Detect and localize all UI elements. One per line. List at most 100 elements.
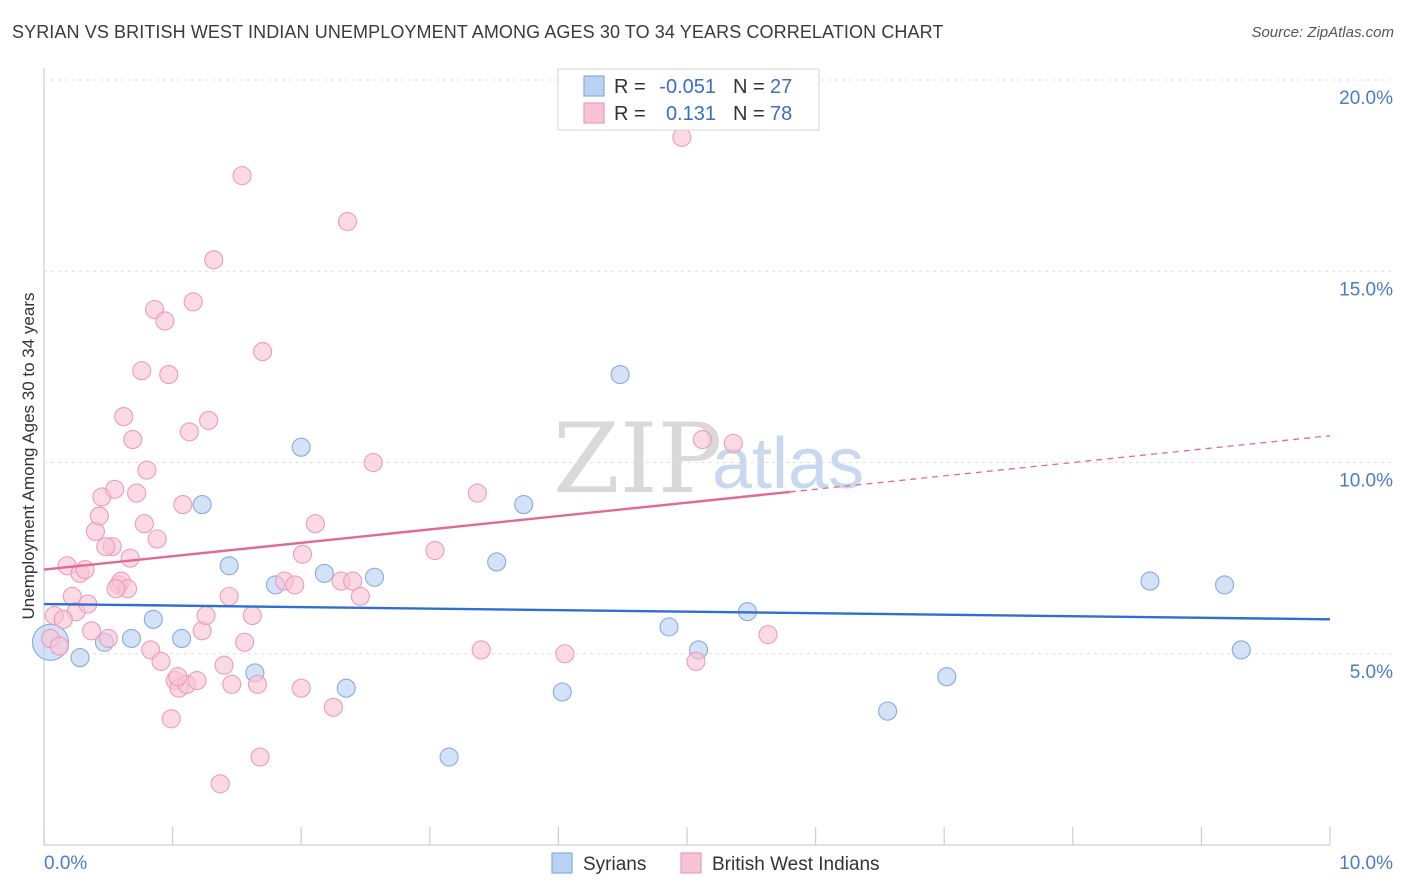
syrians-point-10 [291,437,311,457]
british-west-indians-point-68 [686,651,706,671]
british-west-indians-point-49 [242,605,262,626]
british-west-indians-point-72 [75,560,95,580]
syrians-point-6 [192,495,212,515]
british-west-indians-point-31 [161,709,181,729]
british-west-indians-point-47 [232,166,252,186]
british-west-indians-point-65 [471,640,491,660]
british-west-indians-point-10 [89,506,109,526]
british-west-indians-point-42 [204,250,224,270]
british-west-indians-point-54 [291,678,311,698]
british-west-indians-point-34 [173,495,193,515]
trendlines [43,435,1331,621]
watermark-zip: ZIP [553,403,722,515]
british-west-indians-point-45 [219,586,239,606]
british-west-indians-point-61 [350,586,370,606]
legend-n-value-british-west-indians: 78 [770,103,792,125]
y-tick-label-3: 20.0% [1339,88,1393,109]
british-west-indians-point-12 [98,628,118,649]
british-west-indians-point-66 [555,644,575,664]
syrians-point-17 [552,682,572,702]
syrians-point-1 [70,648,90,668]
chart-title: SYRIAN VS BRITISH WEST INDIAN UNEMPLOYME… [12,22,944,42]
british-west-indians-point-46 [222,674,242,694]
x-ticks [43,827,1331,845]
british-west-indians-point-60 [343,571,363,591]
british-west-indians-point-50 [247,674,268,694]
y-tick-labels: 5.0% 10.0% 15.0% 20.0% [1339,88,1393,683]
syrians-point-7 [219,556,239,576]
syrians-point-13 [364,567,385,587]
syrians-point-11 [314,563,334,583]
british-west-indians-point-67 [672,127,692,147]
x-tick-label-min: 0.0% [44,853,87,874]
legend-r-label-british-west-indians: R = [614,103,646,125]
british-west-indians-point-30 [159,364,179,385]
british-west-indians-point-76 [285,575,305,595]
british-west-indians-point-77 [96,537,116,557]
british-west-indians-point-36 [179,422,199,442]
bottom-legend-swatch-syrians [551,852,573,874]
syrians-point-3 [121,628,141,649]
legend-n-label-british-west-indians: N = [733,103,765,125]
british-west-indians-point-73 [53,609,73,629]
syrians-point-23 [937,667,957,687]
y-axis-title: Unemployment Among Ages 30 to 34 years [19,293,38,620]
legend-r-label-syrians: R = [614,76,646,98]
syrians-point-24 [1140,571,1160,591]
british-west-indians-point-63 [425,540,445,561]
legend-n-value-syrians: 27 [770,76,792,98]
british-west-indians-point-20 [123,429,143,450]
legend-swatch-british-west-indians [583,102,605,124]
british-west-indians-point-27 [147,529,167,549]
data-points [31,127,1251,794]
british-west-indians-point-17 [114,407,134,427]
syrians-point-25 [1214,575,1235,595]
syrians-point-15 [487,552,507,572]
bottom-legend-label-british-west-indians: British West Indians [712,854,880,875]
y-tick-label-0: 5.0% [1350,662,1393,683]
british-west-indians-point-62 [363,452,383,473]
british-west-indians-point-56 [305,514,325,534]
british-west-indians-point-14 [105,479,125,499]
british-west-indians-point-19 [120,548,140,568]
british-west-indians-point-70 [723,433,743,453]
british-west-indians-point-69 [692,429,712,450]
syrians-point-19 [659,617,679,637]
british-west-indians-trendline [43,490,791,571]
syrians-trendline [43,602,1331,621]
syrians-point-18 [610,364,630,385]
british-west-indians-point-24 [137,460,157,480]
british-west-indians-point-37 [183,292,203,312]
legend: R = -0.051 N = 27 R = 0.131 N = 78 [557,68,820,131]
legend-r-value-british-west-indians: 0.131 [666,103,716,125]
british-west-indians-point-28 [151,651,171,671]
british-west-indians-point-38 [187,670,207,691]
british-west-indians-point-48 [235,632,255,652]
british-west-indians-point-51 [253,342,273,362]
legend-r-value-syrians: -0.051 [659,76,716,98]
british-west-indians-trendline-extension [789,435,1331,493]
british-west-indians-point-43 [210,774,230,794]
british-west-indians-point-8 [82,621,102,641]
y-tick-label-2: 15.0% [1339,279,1393,300]
legend-swatch-syrians [583,75,605,97]
british-west-indians-point-22 [132,361,152,381]
syrians-point-4 [143,609,163,629]
british-west-indians-point-75 [168,667,188,687]
british-west-indians-point-41 [199,410,219,430]
british-west-indians-point-64 [467,483,487,503]
british-west-indians-point-57 [323,697,343,717]
syrians-point-5 [172,628,192,649]
british-west-indians-point-55 [292,544,313,564]
british-west-indians-point-71 [758,625,778,645]
bottom-legend: Syrians British West Indians [551,852,880,875]
syrians-point-14 [439,747,459,767]
gridlines [44,79,1393,655]
british-west-indians-point-40 [196,605,216,626]
british-west-indians-point-29 [155,311,175,331]
bottom-legend-swatch-british-west-indians [680,852,702,874]
syrians-point-22 [878,701,898,721]
british-west-indians-point-21 [127,483,147,503]
british-west-indians-point-52 [250,747,270,767]
